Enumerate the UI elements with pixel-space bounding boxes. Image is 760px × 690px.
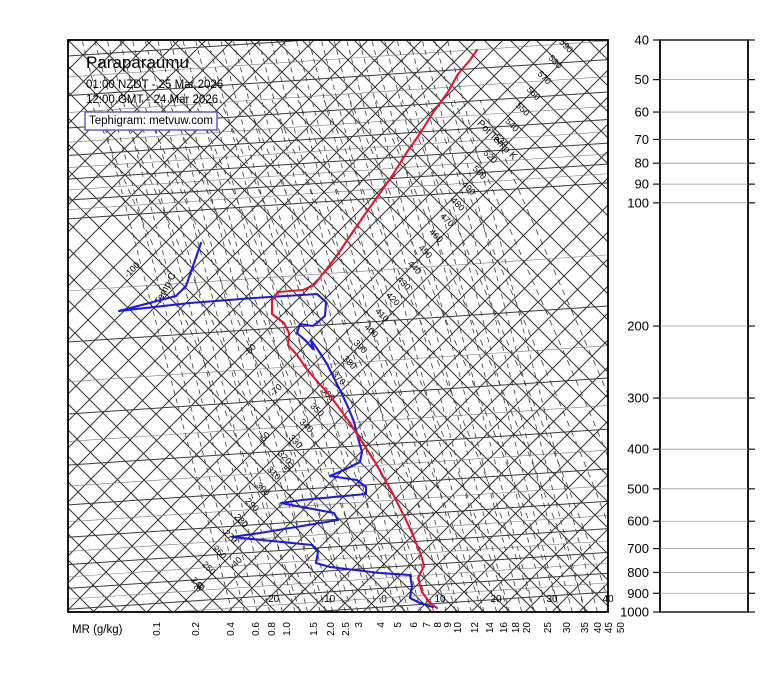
mixing-ratio-tick-label: 1.5 — [309, 622, 320, 636]
pressure-tick-label: 40 — [635, 33, 649, 48]
pressure-tick-label: 90 — [635, 177, 649, 192]
pressure-tick-label: 800 — [627, 565, 649, 580]
source-box — [84, 111, 218, 131]
source-label: Tephigram: metvuw.com — [89, 115, 213, 127]
mixing-ratio-tick-label: 0.2 — [191, 622, 202, 636]
mixing-ratio-tick-label: 18 — [511, 622, 522, 634]
mixing-ratio-tick-label: 0.6 — [251, 622, 262, 636]
plot-frame — [67, 39, 609, 613]
temperature-tick-label: 20 — [490, 594, 502, 605]
mixing-ratio-tick-label: 8 — [433, 622, 444, 628]
gmt-time: 12:00 GMT - 24 Mar 2026 — [86, 94, 218, 106]
pressure-tick-label: 500 — [627, 481, 649, 496]
mr-axis-label: MR (g/kg) — [72, 624, 123, 636]
temperature-tick-label: 10 — [434, 594, 446, 605]
pressure-tick-label: 1000 — [620, 605, 649, 620]
sounding-curves — [117, 48, 479, 610]
pressure-tick-label: 900 — [627, 586, 649, 601]
temperature-tick-label: -10 — [321, 594, 336, 605]
plot-background — [68, 40, 608, 612]
temperature-tick-label: 40 — [602, 594, 614, 605]
mixing-ratio-tick-label: 3 — [354, 622, 365, 628]
pressure-tick-label: 600 — [627, 514, 649, 529]
isobar-lines — [68, 40, 608, 612]
pressure-tick-label: 200 — [627, 319, 649, 334]
temperature-tick-labels: -20 -10 0 10 20 30 40 — [265, 594, 614, 605]
pressure-tick-label: 400 — [627, 442, 649, 457]
mixing-ratio-tick-label: 16 — [499, 622, 510, 634]
pressure-tick-label: 300 — [627, 391, 649, 406]
pressure-tick-labels: 40 50 60 70 80 90 100 200 300 400 500 600 700 800 900 1… — [620, 33, 649, 620]
mixing-ratio-tick-label: 7 — [422, 622, 433, 628]
temperature-tick-label: 0 — [381, 594, 387, 605]
station-name: Paraparaumu — [86, 53, 189, 72]
temperature-curve — [270, 48, 479, 610]
mixing-ratio-tick-label: 6 — [409, 622, 420, 628]
mixing-ratio-tick-label: 10 — [453, 622, 464, 634]
mixing-ratio-tick-label: 45 — [604, 622, 615, 634]
mixing-ratio-tick-label: 0.1 — [152, 622, 163, 636]
title-block: Paraparaumu 01:00 NZDT - 25 Mar 2026 12:… — [84, 53, 223, 131]
pressure-tick-label: 70 — [635, 132, 649, 147]
mixing-ratio-tick-label: 30 — [562, 622, 573, 634]
local-time: 01:00 NZDT - 25 Mar 2026 — [86, 79, 223, 91]
mixing-ratio-tick-label: 40 — [593, 622, 604, 634]
pressure-panel: 40 50 60 70 80 90 100 200 300 400 500 600 700 800 900 1… — [620, 33, 755, 620]
mixing-ratio-tick-label: 5 — [393, 622, 404, 628]
saturated-adiabat-lines — [89, 99, 608, 612]
pressure-tick-label: 50 — [635, 72, 649, 87]
mixing-ratio-tick-labels: 0.1 0.2 0.4 0.6 0.8 1.0 1.5 2.0 2.5 3 4 5 6 7 8 9 10 12 14… — [152, 622, 627, 636]
mixing-ratio-tick-label: 0.4 — [226, 622, 237, 636]
pressure-tick-label: 100 — [627, 195, 649, 210]
mixing-ratio-tick-label: 4 — [376, 622, 387, 628]
mixing-ratio-tick-label: 9 — [443, 622, 454, 628]
isotherm-lines — [68, 40, 608, 612]
pressure-tick-label: 80 — [635, 156, 649, 171]
mixing-ratio-tick-label: 2.0 — [326, 622, 337, 636]
pressure-tick-label: 60 — [635, 105, 649, 120]
pressure-tick-label: 700 — [627, 541, 649, 556]
grid-lines — [68, 40, 608, 612]
mixing-ratio-tick-label: 2.5 — [341, 622, 352, 636]
mixing-ratio-tick-label: 35 — [580, 622, 591, 634]
pressure-gridlines — [653, 39, 755, 613]
mixing-ratio-tick-label: 50 — [616, 622, 627, 634]
temperature-tick-label: 30 — [546, 594, 558, 605]
mixing-ratio-tick-label: 1.0 — [282, 622, 293, 636]
mixing-ratio-tick-label: 12 — [470, 622, 481, 634]
mixing-ratio-tick-label: 25 — [543, 622, 554, 634]
dewpoint-curve — [117, 241, 435, 609]
mixing-ratio-tick-label: 20 — [522, 622, 533, 634]
temperature-tick-label: -20 — [265, 594, 280, 605]
mixing-ratio-tick-label: 14 — [485, 622, 496, 634]
mixing-ratio-tick-label: 0.8 — [267, 622, 278, 636]
